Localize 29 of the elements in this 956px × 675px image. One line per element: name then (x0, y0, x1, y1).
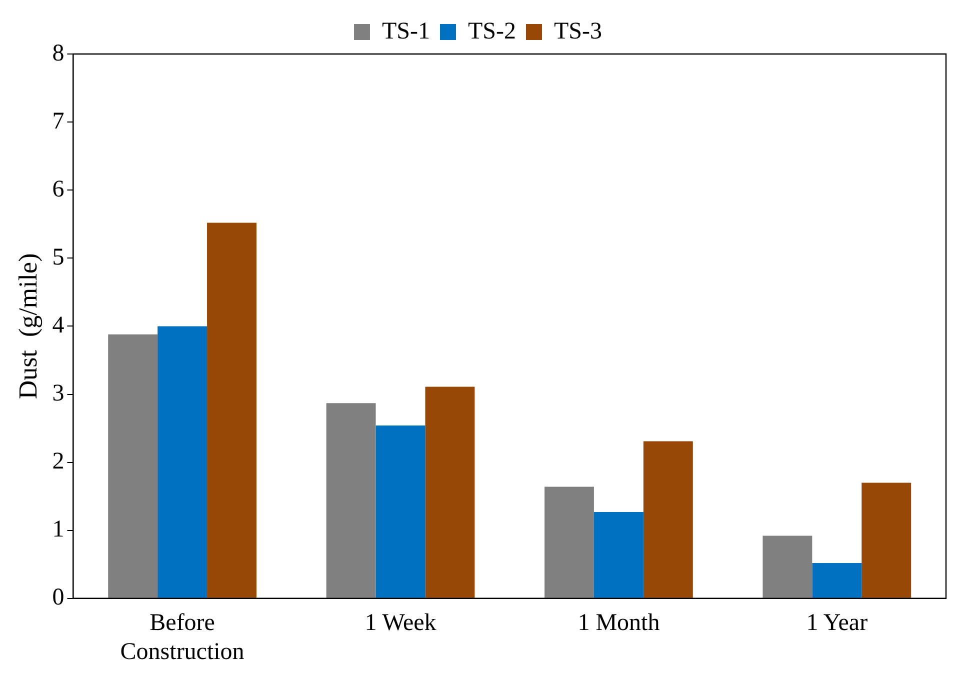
bar (158, 326, 208, 598)
bar (594, 512, 644, 598)
legend-label: TS-3 (554, 18, 602, 44)
y-tick-label: 4 (52, 312, 64, 338)
y-tick-label: 3 (52, 380, 64, 407)
y-tick-label: 7 (52, 108, 64, 134)
y-tick-label: 8 (52, 40, 64, 66)
bar (326, 403, 376, 598)
y-tick-label: 6 (52, 176, 64, 202)
bar (376, 426, 426, 598)
bar (862, 482, 912, 598)
y-tick-label: 1 (52, 516, 64, 543)
legend-label: TS-2 (468, 18, 516, 44)
x-tick-label: 1 Month (578, 610, 660, 636)
y-tick-label: 2 (52, 448, 64, 475)
y-axis-title: Dust (g/mile) (13, 253, 42, 400)
y-tick-label: 0 (52, 584, 64, 611)
bar (108, 334, 158, 598)
bar (544, 486, 594, 598)
bar (812, 563, 862, 598)
bar (425, 386, 475, 598)
legend-label: TS-1 (382, 18, 430, 44)
bar (762, 536, 812, 598)
x-tick-label: 1 Year (806, 610, 868, 636)
bar (207, 222, 256, 598)
x-tick-label: 1 Week (364, 610, 436, 636)
bar (643, 441, 693, 598)
y-tick-label: 5 (52, 244, 64, 270)
x-tick-label: Before Construction (120, 610, 244, 665)
